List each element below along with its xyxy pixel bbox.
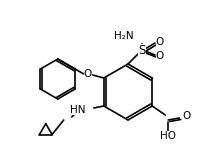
Text: O: O xyxy=(156,51,164,61)
Text: O: O xyxy=(156,37,164,47)
Text: HO: HO xyxy=(160,131,176,141)
Text: S: S xyxy=(138,44,146,56)
Text: H₂N: H₂N xyxy=(114,31,134,41)
Text: O: O xyxy=(84,69,92,79)
Text: O: O xyxy=(182,111,190,121)
Text: HN: HN xyxy=(70,105,86,115)
